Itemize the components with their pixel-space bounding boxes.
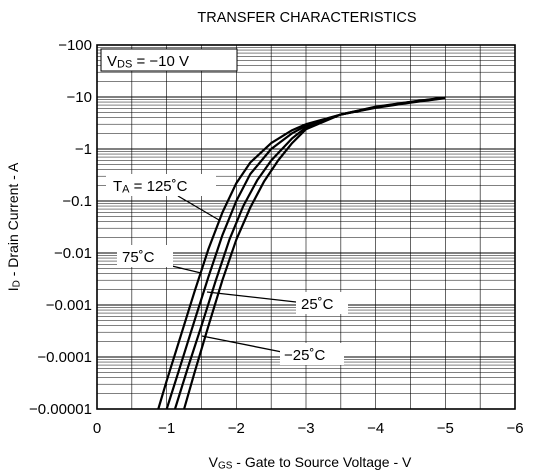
curves — [157, 96, 446, 410]
y-tick-labels: −100 −10 −1 −0.1 −0.01 −0.001 −0.0001 −0.00001 — [29, 37, 92, 418]
series-label-3: −25˚C — [284, 347, 325, 364]
y-tick-label: −0.1 — [62, 193, 92, 210]
x-tick-label: −3 — [297, 420, 314, 437]
condition-label: VDS = −10 V — [107, 53, 189, 71]
x-tick-label: −4 — [367, 420, 384, 437]
y-axis-label: ID - Drain Current - A — [5, 162, 23, 291]
x-tick-label: −2 — [228, 420, 245, 437]
y-tick-label: −100 — [58, 37, 92, 54]
y-tick-label: −0.01 — [54, 245, 92, 262]
y-tick-label: −0.0001 — [37, 349, 92, 366]
series-leader-line-3 — [201, 335, 283, 353]
x-tick-label: 0 — [93, 420, 101, 437]
chart-title: TRANSFER CHARACTERISTICS — [197, 10, 416, 26]
series-label-0: TA = 125˚C — [113, 178, 188, 196]
series-label-1: 75˚C — [122, 249, 155, 266]
series-label-bg-3 — [280, 343, 344, 365]
y-tick-label: −10 — [67, 89, 92, 106]
x-axis-label: VGS - Gate to Source Voltage - V — [209, 454, 412, 472]
x-tick-label: −6 — [506, 420, 523, 437]
y-tick-label: −0.00001 — [29, 401, 92, 418]
x-tick-label: −5 — [437, 420, 454, 437]
series-leader-line-0 — [177, 195, 220, 221]
series-label-bg-1 — [117, 245, 173, 267]
annotations: VDS = −10 V TA = 125˚C 75˚C 25˚C −25˚C — [100, 48, 348, 365]
series-leader-line-2 — [206, 291, 297, 303]
plot-frame — [96, 44, 516, 410]
x-tick-labels: 0 −1 −2 −3 −4 −5 −6 — [93, 420, 524, 437]
y-tick-label: −0.001 — [46, 297, 92, 314]
series-label-2: 25˚C — [301, 296, 334, 313]
series-leader-line-1 — [171, 265, 202, 274]
condition-box — [100, 48, 238, 72]
x-tick-label: −1 — [158, 420, 175, 437]
y-tick-label: −1 — [75, 141, 92, 158]
grid — [97, 45, 515, 409]
series-label-bg-2 — [296, 292, 348, 314]
series-line-3 — [183, 96, 446, 410]
series-label-bg-0 — [106, 174, 216, 196]
